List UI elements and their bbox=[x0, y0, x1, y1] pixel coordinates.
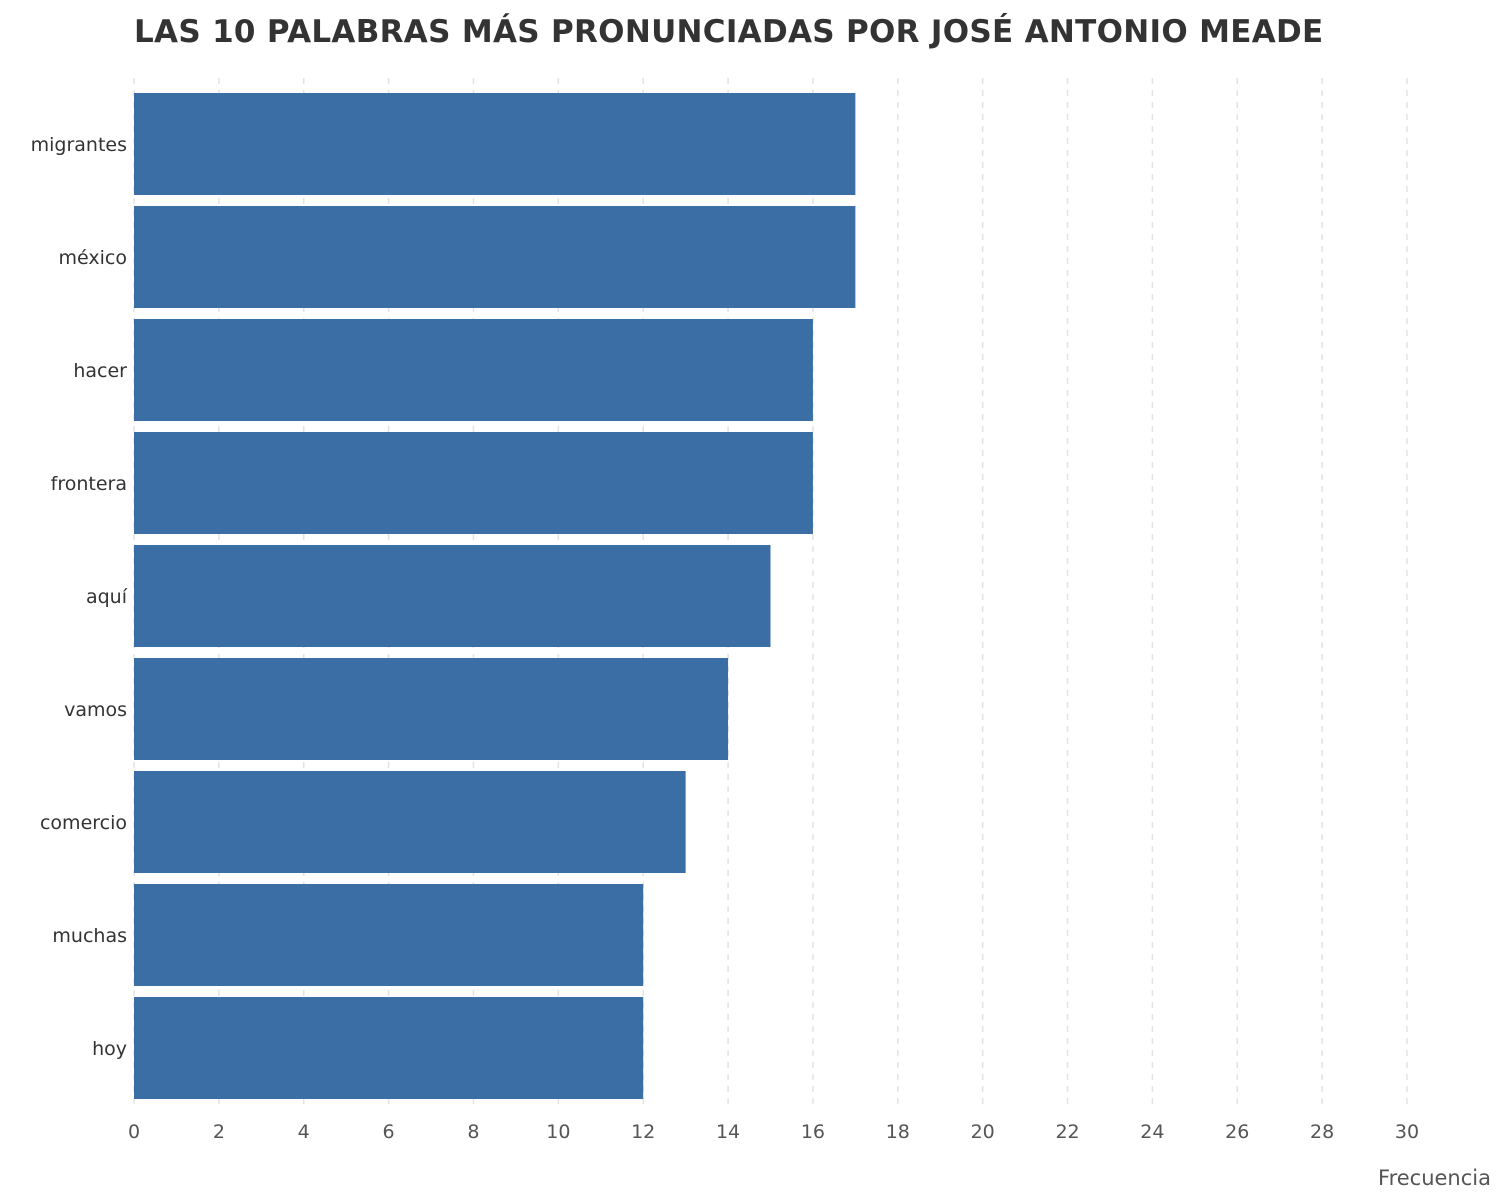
x-tick-label: 18 bbox=[886, 1121, 910, 1143]
x-tick-label: 8 bbox=[467, 1121, 479, 1143]
x-tick-label: 0 bbox=[128, 1121, 140, 1143]
category-label: aquí bbox=[86, 586, 128, 608]
x-tick-label: 28 bbox=[1310, 1121, 1334, 1143]
x-tick-label: 4 bbox=[298, 1121, 310, 1143]
bar-migrantes bbox=[134, 93, 856, 195]
x-tick-label: 30 bbox=[1395, 1121, 1419, 1143]
x-tick-label: 20 bbox=[971, 1121, 995, 1143]
category-label: migrantes bbox=[31, 134, 127, 156]
x-tick-label: 2 bbox=[213, 1121, 225, 1143]
chart-title: LAS 10 PALABRAS MÁS PRONUNCIADAS POR JOS… bbox=[134, 14, 1324, 50]
bar-méxico bbox=[134, 206, 856, 308]
category-label: frontera bbox=[51, 473, 127, 495]
bar-vamos bbox=[134, 658, 729, 760]
x-tick-label: 14 bbox=[716, 1121, 740, 1143]
x-tick-label: 24 bbox=[1140, 1121, 1164, 1143]
bar-hacer bbox=[134, 319, 813, 421]
category-label: muchas bbox=[52, 925, 127, 947]
bar-muchas bbox=[134, 884, 644, 986]
x-tick-label: 16 bbox=[801, 1121, 825, 1143]
category-label: méxico bbox=[59, 247, 127, 269]
category-labels: migrantes méxico hacer frontera aquí vamos com… bbox=[31, 134, 128, 1060]
bar-comercio bbox=[134, 771, 686, 873]
x-axis-title: Frecuencia bbox=[1378, 1166, 1491, 1190]
bar-aquí bbox=[134, 545, 771, 647]
category-label: hacer bbox=[73, 360, 127, 382]
category-label: vamos bbox=[64, 699, 127, 721]
category-label: comercio bbox=[40, 812, 127, 834]
x-tick-label: 6 bbox=[383, 1121, 395, 1143]
bar-hoy bbox=[134, 997, 644, 1099]
bar-frontera bbox=[134, 432, 813, 534]
category-label: hoy bbox=[92, 1038, 127, 1060]
x-tick-label: 12 bbox=[631, 1121, 655, 1143]
bars bbox=[134, 93, 856, 1099]
x-tick-label: 26 bbox=[1225, 1121, 1249, 1143]
x-tick-label: 22 bbox=[1055, 1121, 1079, 1143]
x-tick-labels: 0 2 4 6 8 10 12 14 16 18 20 22 24 26 28 30 bbox=[128, 1121, 1419, 1143]
x-tick-label: 10 bbox=[546, 1121, 570, 1143]
